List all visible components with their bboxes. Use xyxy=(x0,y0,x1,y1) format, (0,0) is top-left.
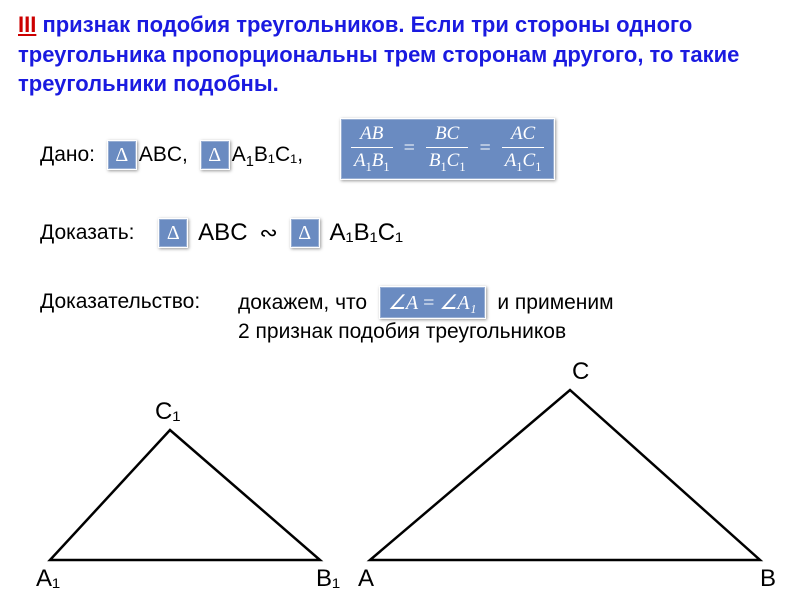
proof-line-2: 2 признак подобия треугольников xyxy=(238,320,566,344)
proof-text-1a: докажем, что xyxy=(238,291,367,315)
prove-tri1: ABC xyxy=(198,219,247,247)
label-b1: B₁ xyxy=(316,565,340,593)
roman-numeral: III xyxy=(18,12,36,37)
theorem-heading: III признак подобия треугольников. Если … xyxy=(0,0,800,107)
triangle-large xyxy=(370,390,760,560)
given-tri1: ABC, xyxy=(139,143,188,167)
equals-2: = xyxy=(475,137,494,160)
proportion-box: AB A1B1 = BC B1C1 = AC A1C1 xyxy=(340,118,555,180)
triangle-small xyxy=(50,430,320,560)
proof-line-1: докажем, что ∠A = ∠A₁ и применим xyxy=(238,286,614,319)
frac-1: AB A1B1 xyxy=(349,123,395,175)
given-tri2a: A xyxy=(232,143,246,167)
proof-text-1b: и применим xyxy=(497,291,613,315)
angle-equality-box: ∠A = ∠A₁ xyxy=(379,286,486,319)
prove-tri2: A₁B₁C₁ xyxy=(330,219,404,247)
triangles-figure xyxy=(0,370,800,600)
given-line: Дано: ΔABC, ΔA1B₁C₁, xyxy=(40,140,303,170)
label-a1: A₁ xyxy=(36,565,60,593)
heading-part1: признак подобия треугольников. xyxy=(36,12,404,37)
label-c: C xyxy=(572,358,589,386)
proof-label: Доказательство: xyxy=(40,290,200,314)
label-a: A xyxy=(358,565,374,593)
proof-text-2: 2 признак подобия треугольников xyxy=(238,320,566,344)
triangle-icon: Δ xyxy=(107,140,137,170)
label-b: B xyxy=(760,565,776,593)
proof-label-line: Доказательство: xyxy=(40,290,200,314)
given-tri2b: B₁C₁, xyxy=(254,143,303,167)
triangle-icon: Δ xyxy=(200,140,230,170)
triangle-icon: Δ xyxy=(290,218,320,248)
equals-1: = xyxy=(400,137,419,160)
label-c1: C₁ xyxy=(155,398,180,426)
frac-3: AC A1C1 xyxy=(500,123,547,175)
given-label: Дано: xyxy=(40,143,95,167)
triangle-icon: Δ xyxy=(158,218,188,248)
similar-icon: ∾ xyxy=(253,220,283,246)
frac-2: BC B1C1 xyxy=(424,123,471,175)
prove-line: Доказать: Δ ABC ∾ Δ A₁B₁C₁ xyxy=(40,218,403,248)
prove-label: Доказать: xyxy=(40,221,134,245)
